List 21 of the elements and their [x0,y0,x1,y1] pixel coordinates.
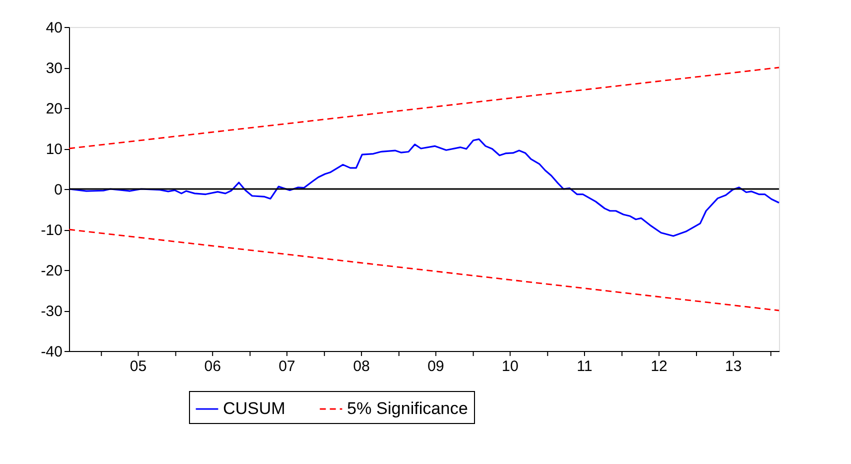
x-tick-label: 07 [278,358,296,375]
y-tick-label: 10 [46,141,62,158]
y-tick-label: 0 [54,182,62,198]
x-tick-label: 12 [650,358,668,375]
line-series [68,138,780,237]
x-tick-label: 06 [204,358,221,375]
x-tick-label: 10 [502,358,518,375]
legend-label: 5% Significance [347,399,468,418]
x-tick-label: 13 [725,358,742,375]
y-tick-label: -30 [40,303,62,320]
x-tick-label: 09 [427,358,444,375]
x-tick-label: 08 [353,358,370,375]
y-tick-label: -40 [40,344,62,360]
y-tick-label: 30 [46,60,62,77]
y-tick-label: -20 [40,262,62,280]
y-tick-label: 20 [46,100,62,118]
x-tick-label: 11 [576,358,592,375]
legend-label: CUSUM [223,399,286,418]
x-tick-label: 05 [130,358,147,375]
y-tick-label: 40 [46,20,62,36]
y-tick-label: -10 [40,222,62,239]
